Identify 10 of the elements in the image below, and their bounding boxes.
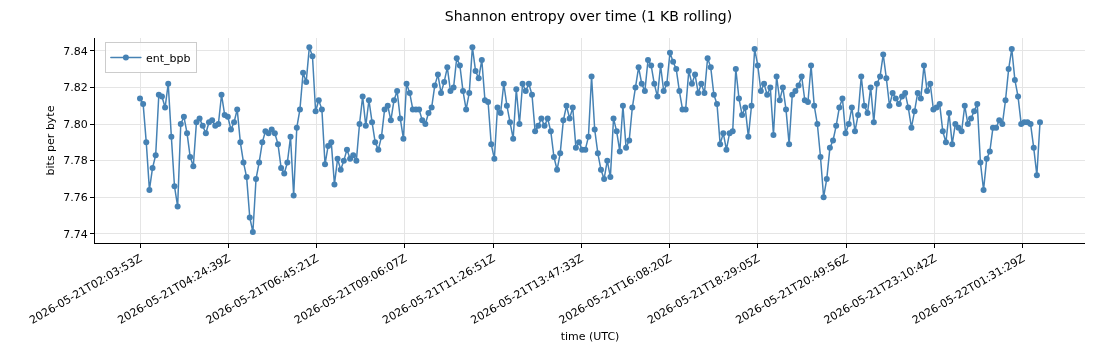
y-tick-label: 7.78 (63, 154, 88, 168)
x-axis-title: time (UTC) (560, 330, 620, 344)
y-tick-label: 7.80 (63, 117, 88, 131)
y-axis-title: bits per byte (43, 105, 57, 176)
legend-label: ent_bpb (145, 51, 191, 65)
y-tick-label: 7.76 (63, 191, 88, 205)
chart-title: Shannon entropy over time (1 KB rolling) (444, 7, 733, 24)
y-tick-label: 7.82 (63, 81, 88, 95)
y-tick-label: 7.84 (63, 44, 88, 58)
y-tick-label: 7.74 (63, 227, 88, 241)
